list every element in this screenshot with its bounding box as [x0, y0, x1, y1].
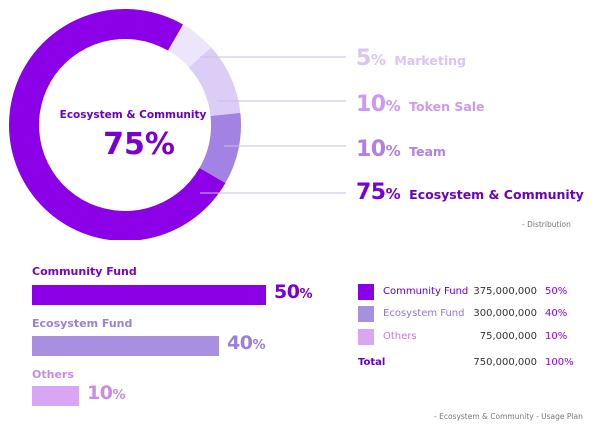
bar-others — [32, 386, 79, 406]
table-swatch — [358, 306, 374, 322]
table-row-others: Others 75,000,000 10% — [358, 329, 580, 345]
table-row-community-fund: Community Fund 375,000,000 50% — [358, 284, 580, 300]
table-amount: 375,000,000 — [473, 286, 537, 297]
bar-value-number: 50 — [274, 281, 300, 303]
table-percent: 40% — [545, 308, 568, 319]
legend-value: 5% — [356, 46, 386, 71]
legend-value-percent-sign: % — [385, 185, 401, 203]
distribution-caption: - Distribution — [522, 220, 571, 229]
table-name: Ecosystem Fund — [383, 308, 465, 319]
table-percent: 10% — [545, 331, 568, 342]
legend-item-team: 10% Team — [356, 137, 446, 162]
donut-slice-token-sale — [188, 47, 241, 117]
donut-center-value: 75% — [103, 127, 175, 162]
table-row-total: Total 750,000,000 100% — [358, 355, 580, 371]
usage-plan-caption: - Ecosystem & Community - Usage Plan — [434, 412, 583, 421]
bar-label-others: Others — [32, 368, 74, 381]
bar-value-number: 10 — [87, 382, 113, 404]
distribution-donut-chart: Ecosystem & Community 75% — [9, 9, 346, 240]
legend-item-ecosystem-and-community: 75% Ecosystem & Community — [356, 180, 584, 205]
bar-community-fund — [32, 285, 266, 305]
legend-value: 10% — [356, 137, 401, 162]
bar-label-community-fund: Community Fund — [32, 265, 137, 278]
donut-slices — [9, 9, 241, 240]
table-swatch — [358, 329, 374, 345]
bar-value-others: 10% — [87, 382, 125, 404]
legend-value: 10% — [356, 92, 401, 117]
bar-value-percent-sign: % — [299, 287, 312, 302]
legend-value-percent-sign: % — [370, 51, 386, 69]
table-total-label: Total — [358, 357, 386, 368]
table-total-percent: 100% — [545, 357, 574, 368]
legend-value-number: 75 — [356, 180, 386, 205]
leader-lines — [200, 56, 346, 194]
bar-value-percent-sign: % — [112, 388, 125, 403]
table-name: Others — [383, 331, 417, 342]
bar-ecosystem-fund — [32, 336, 219, 356]
donut-center-label: Ecosystem & Community — [60, 109, 207, 121]
legend-item-marketing: 5% Marketing — [356, 46, 466, 71]
legend-label: Marketing — [394, 53, 466, 68]
bar-value-ecosystem-fund: 40% — [227, 332, 265, 354]
legend-value: 75% — [356, 180, 401, 205]
bar-value-number: 40 — [227, 332, 253, 354]
donut-slice-team — [199, 112, 241, 183]
bar-label-ecosystem-fund: Ecosystem Fund — [32, 317, 133, 330]
table-total-amount: 750,000,000 — [473, 357, 537, 368]
legend-value-percent-sign: % — [385, 142, 401, 160]
table-amount: 75,000,000 — [479, 331, 537, 342]
table-amount: 300,000,000 — [473, 308, 537, 319]
legend-value-percent-sign: % — [385, 97, 401, 115]
legend-value-number: 10 — [356, 92, 386, 117]
bar-value-community-fund: 50% — [274, 281, 312, 303]
bar-value-percent-sign: % — [252, 338, 265, 353]
legend-value-number: 10 — [356, 137, 386, 162]
table-swatch — [358, 284, 374, 300]
legend-label: Token Sale — [409, 99, 485, 114]
table-row-ecosystem-fund: Ecosystem Fund 300,000,000 40% — [358, 306, 580, 322]
table-name: Community Fund — [383, 286, 469, 297]
legend-item-token-sale: 10% Token Sale — [356, 92, 485, 117]
legend-label: Ecosystem & Community — [409, 187, 584, 202]
table-percent: 50% — [545, 286, 568, 297]
legend-value-number: 5 — [356, 46, 371, 71]
legend-label: Team — [409, 144, 446, 159]
